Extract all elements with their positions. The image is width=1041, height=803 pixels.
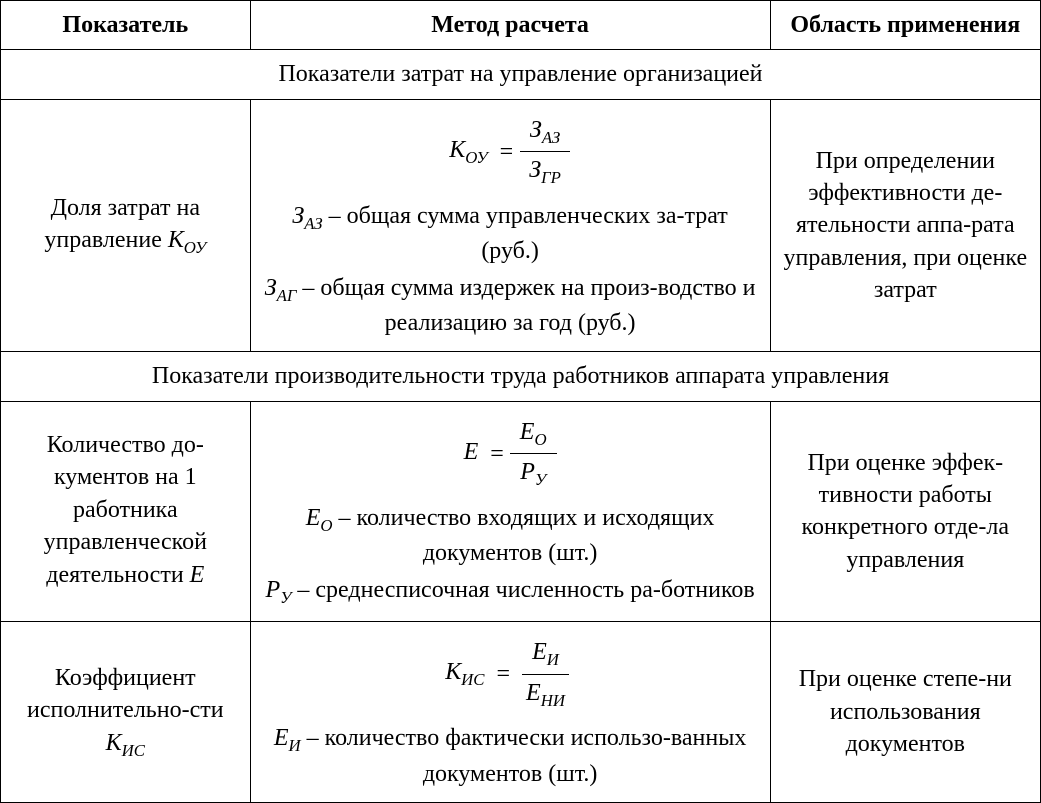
scope-cell: При оценке степе-ни использования докуме… [770, 622, 1040, 803]
column-header-indicator: Показатель [1, 1, 251, 50]
formula-lhs: КИС [445, 656, 484, 691]
lhs-base: К [449, 137, 465, 163]
indicator-var-base: К [168, 227, 184, 253]
legend-desc: – среднесписочная численность ра-ботнико… [291, 577, 754, 603]
num-base: Е [520, 419, 535, 445]
den-sub: ГР [541, 168, 561, 187]
indicator-var-sub: ОУ [184, 238, 206, 257]
column-header-method: Метод расчета [250, 1, 770, 50]
legend-var-sub: АГ [277, 285, 297, 304]
indicator-cell: Доля затрат на управление КОУ [1, 99, 251, 352]
legend-desc: – общая сумма управленческих за-трат (ру… [323, 203, 728, 264]
indicator-cell: Количество до-кументов на 1 работника уп… [1, 401, 251, 621]
section-header: Показатели затрат на управление организа… [1, 50, 1041, 99]
formula: КОУ = ЗАЗ ЗГР [263, 114, 758, 190]
column-header-scope: Область применения [770, 1, 1040, 50]
legend-var-sub: АЗ [304, 214, 322, 233]
legend-item: ЕИ – количество фактически использо-ванн… [263, 722, 758, 790]
indicator-var-base: К [106, 730, 122, 756]
legend-var-base: З [292, 203, 304, 229]
table-header-row: Показатель Метод расчета Область примене… [1, 1, 1041, 50]
indicator-var-sub: ИС [122, 740, 145, 759]
numerator: ЗАЗ [520, 114, 570, 152]
num-base: Е [532, 639, 547, 665]
legend-var: ЗАЗ [292, 203, 322, 229]
den-sub: У [535, 470, 546, 489]
scope-cell: При определении эффективности де-ятельно… [770, 99, 1040, 352]
legend-var-base: Е [306, 505, 321, 531]
legend-var-base: З [265, 275, 277, 301]
num-sub: АЗ [542, 128, 560, 147]
num-sub: О [534, 430, 546, 449]
section-header: Показатели производительности труда рабо… [1, 352, 1041, 401]
legend-var: ЕИ [274, 725, 301, 751]
formula: Е = ЕО РУ [263, 416, 758, 492]
indicator-text: Количество до-кументов на 1 работника уп… [44, 432, 207, 588]
den-base: Е [526, 680, 541, 706]
numerator: ЕО [510, 416, 557, 454]
fraction: ЗАЗ ЗГР [519, 114, 571, 190]
legend-var: РУ [265, 577, 291, 603]
legend-var-sub: У [280, 587, 291, 606]
formula-lhs: КОУ [449, 134, 487, 169]
den-base: Р [520, 459, 535, 485]
denominator: ЗГР [519, 152, 571, 189]
lhs-sub: ИС [461, 670, 484, 689]
method-cell: КОУ = ЗАЗ ЗГР ЗАЗ – общая сумма управлен… [250, 99, 770, 352]
legend-var-base: Р [265, 577, 280, 603]
indicator-cell: Коэффициент исполнительно-сти КИС [1, 622, 251, 803]
legend-var-base: Е [274, 725, 289, 751]
legend-var-sub: О [320, 516, 332, 535]
table-body: Показатели затрат на управление организа… [1, 50, 1041, 803]
method-cell: Е = ЕО РУ ЕО – количество входящих и исх… [250, 401, 770, 621]
section-header-row: Показатели производительности труда рабо… [1, 352, 1041, 401]
legend-item: ЗАЗ – общая сумма управленческих за-трат… [263, 200, 758, 268]
table-row: Количество до-кументов на 1 работника уп… [1, 401, 1041, 621]
lhs-base: Е [464, 439, 479, 465]
den-base: З [529, 157, 541, 183]
method-cell: КИС = ЕИ ЕНИ ЕИ – количество фактически … [250, 622, 770, 803]
section-header-row: Показатели затрат на управление организа… [1, 50, 1041, 99]
denominator: ЕНИ [516, 675, 575, 712]
formula-lhs: Е [464, 436, 479, 471]
lhs-base: К [445, 659, 461, 685]
formula: КИС = ЕИ ЕНИ [263, 636, 758, 712]
lhs-sub: ОУ [465, 148, 487, 167]
legend-item: ЕО – количество входящих и исходящих док… [263, 502, 758, 570]
table-row: Доля затрат на управление КОУ КОУ = ЗАЗ … [1, 99, 1041, 352]
legend-var: ЗАГ [265, 275, 297, 301]
num-sub: И [547, 650, 559, 669]
indicator-text: Коэффициент исполнительно-сти [27, 665, 224, 723]
numerator: ЕИ [522, 636, 569, 674]
legend-desc: – количество фактически использо-ванных … [301, 725, 747, 786]
denominator: РУ [510, 454, 556, 491]
legend-item: РУ – среднесписочная численность ра-ботн… [263, 574, 758, 609]
equals-sign: = [490, 438, 504, 470]
den-sub: НИ [541, 690, 565, 709]
table-row: Коэффициент исполнительно-сти КИС КИС = … [1, 622, 1041, 803]
indicators-table: Показатель Метод расчета Область примене… [0, 0, 1041, 803]
indicator-var-base: Е [190, 562, 205, 588]
equals-sign: = [496, 658, 510, 690]
legend-item: ЗАГ – общая сумма издержек на произ-водс… [263, 272, 758, 340]
fraction: ЕИ ЕНИ [516, 636, 575, 712]
fraction: ЕО РУ [510, 416, 557, 492]
legend-desc: – количество входящих и исходящих докуме… [333, 505, 715, 566]
equals-sign: = [500, 136, 514, 168]
num-base: З [530, 117, 542, 143]
legend-desc: – общая сумма издержек на произ-водство … [296, 275, 755, 336]
scope-cell: При оценке эффек-тивности работы конкрет… [770, 401, 1040, 621]
legend-var: ЕО [306, 505, 333, 531]
